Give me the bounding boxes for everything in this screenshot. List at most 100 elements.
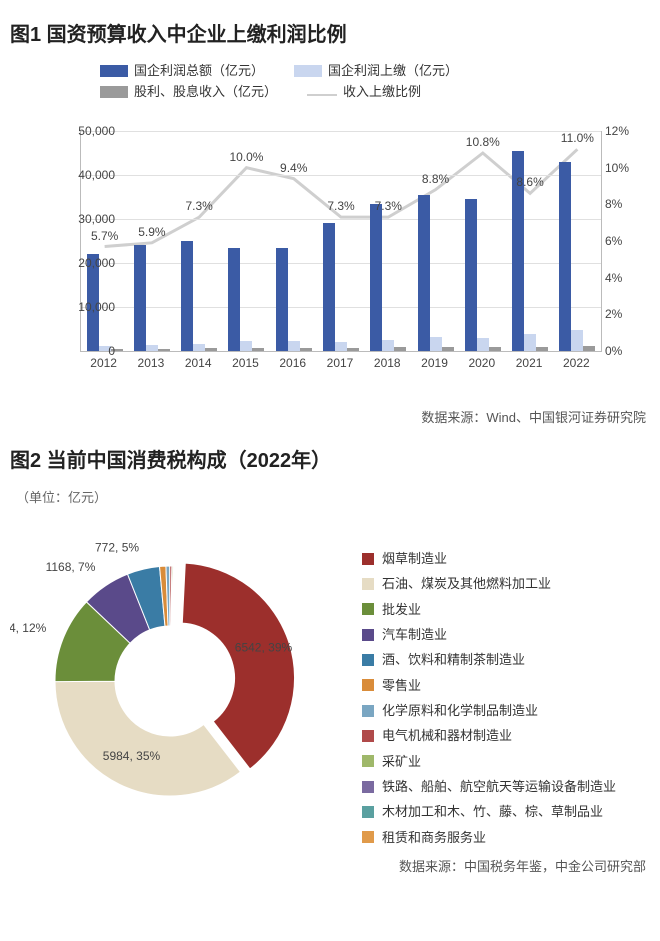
pie-legend-label: 租赁和商务服务业 [382, 825, 486, 850]
bar-profit-total [323, 223, 335, 351]
pie-legend-label: 化学原料和化学制品制造业 [382, 698, 538, 723]
bar-dividend [158, 349, 170, 351]
bar-profit-remit [477, 338, 489, 351]
pie-legend-item: 木材加工和木、竹、藤、棕、草制品业 [362, 799, 616, 824]
pie-legend-label: 零售业 [382, 673, 421, 698]
pie-legend-item: 烟草制造业 [362, 546, 616, 571]
legend-label-s3: 股利、股息收入（亿元） [134, 82, 277, 103]
bar-profit-total [134, 245, 146, 351]
ratio-label: 7.3% [375, 199, 402, 213]
pie-legend-swatch [362, 755, 374, 767]
ratio-label: 11.0% [561, 131, 594, 145]
bar-profit-remit [193, 344, 205, 351]
bar-profit-remit [524, 334, 536, 351]
ratio-label: 5.7% [91, 229, 118, 243]
donut-chart: 6542, 39%5984, 35%2054, 12%1168, 7%772, … [10, 506, 350, 846]
pie-legend-item: 采矿业 [362, 749, 616, 774]
pie-legend-item: 酒、饮料和精制茶制造业 [362, 647, 616, 672]
pie-legend-swatch [362, 603, 374, 615]
pie-legend-swatch [362, 781, 374, 793]
fig2-source: 数据来源：中国税务年鉴，中金公司研究部 [10, 856, 646, 875]
fig2-title: 图2 当前中国消费税构成（2022年） [10, 444, 650, 473]
donut-slice [55, 681, 240, 796]
x-category: 2021 [509, 356, 549, 370]
pie-legend-label: 木材加工和木、竹、藤、棕、草制品业 [382, 799, 603, 824]
bar-profit-remit [335, 342, 347, 351]
pie-legend-swatch [362, 679, 374, 691]
bar-profit-total [276, 248, 288, 351]
pie-legend-label: 批发业 [382, 597, 421, 622]
ratio-label: 8.6% [516, 175, 543, 189]
y-left-tick: 40,000 [60, 168, 115, 182]
ratio-label: 10.8% [466, 135, 500, 149]
bar-profit-total [559, 162, 571, 351]
pie-legend-item: 批发业 [362, 597, 616, 622]
pie-legend-swatch [362, 578, 374, 590]
slice-label: 2054, 12% [10, 621, 47, 635]
ratio-label: 7.3% [185, 199, 212, 213]
bar-dividend [583, 346, 595, 351]
bar-dividend [489, 347, 501, 351]
bar-dividend [442, 347, 454, 351]
pie-legend-item: 租赁和商务服务业 [362, 825, 616, 850]
bar-profit-total [418, 195, 430, 351]
bar-profit-total [228, 248, 240, 351]
pie-legend-label: 汽车制造业 [382, 622, 447, 647]
y-left-tick: 50,000 [60, 124, 115, 138]
pie-legend-item: 石油、煤炭及其他燃料加工业 [362, 571, 616, 596]
legend-label-s4: 收入上缴比例 [343, 82, 421, 103]
legend-label-s2: 国企利润上缴（亿元） [328, 61, 458, 82]
y-right-tick: 2% [605, 307, 645, 321]
y-right-tick: 8% [605, 197, 645, 211]
bar-profit-remit [382, 340, 394, 351]
y-right-tick: 10% [605, 161, 645, 175]
x-category: 2015 [225, 356, 265, 370]
x-category: 2020 [462, 356, 502, 370]
pie-legend-swatch [362, 705, 374, 717]
bar-profit-total [465, 199, 477, 351]
bar-profit-total [370, 204, 382, 351]
slice-label: 5984, 35% [103, 749, 161, 763]
ratio-label: 5.9% [138, 225, 165, 239]
y-right-tick: 6% [605, 234, 645, 248]
y-left-tick: 20,000 [60, 256, 115, 270]
pie-legend-swatch [362, 831, 374, 843]
x-category: 2014 [178, 356, 218, 370]
ratio-label: 10.0% [229, 150, 263, 164]
slice-label: 1168, 7% [46, 560, 96, 574]
pie-legend-item: 零售业 [362, 673, 616, 698]
pie-legend-item: 电气机械和器材制造业 [362, 723, 616, 748]
x-category: 2018 [367, 356, 407, 370]
fig1-title: 图1 国资预算收入中企业上缴利润比例 [10, 18, 650, 47]
bar-profit-remit [571, 330, 583, 351]
x-category: 2022 [556, 356, 596, 370]
bar-profit-remit [146, 345, 158, 351]
pie-legend-swatch [362, 806, 374, 818]
bar-profit-total [181, 241, 193, 351]
bar-dividend [252, 348, 264, 351]
pie-legend-item: 铁路、船舶、航空航天等运输设备制造业 [362, 774, 616, 799]
fig2-legend: 烟草制造业石油、煤炭及其他燃料加工业批发业汽车制造业酒、饮料和精制茶制造业零售业… [362, 506, 616, 850]
pie-legend-swatch [362, 654, 374, 666]
ratio-label: 7.3% [327, 199, 354, 213]
legend-swatch-s1 [100, 65, 128, 77]
x-category: 2013 [131, 356, 171, 370]
pie-legend-label: 采矿业 [382, 749, 421, 774]
x-category: 2019 [415, 356, 455, 370]
x-category: 2016 [273, 356, 313, 370]
pie-legend-swatch [362, 553, 374, 565]
ratio-label: 9.4% [280, 161, 307, 175]
pie-legend-label: 酒、饮料和精制茶制造业 [382, 647, 525, 672]
pie-legend-item: 汽车制造业 [362, 622, 616, 647]
pie-legend-label: 烟草制造业 [382, 546, 447, 571]
bar-dividend [205, 348, 217, 351]
y-left-tick: 30,000 [60, 212, 115, 226]
y-right-tick: 12% [605, 124, 645, 138]
ratio-label: 8.8% [422, 172, 449, 186]
slice-label: 772, 5% [95, 541, 139, 555]
bar-dividend [300, 348, 312, 351]
pie-legend-label: 电气机械和器材制造业 [382, 723, 512, 748]
y-left-tick: 10,000 [60, 300, 115, 314]
bar-dividend [347, 348, 359, 351]
bar-dividend [394, 347, 406, 351]
